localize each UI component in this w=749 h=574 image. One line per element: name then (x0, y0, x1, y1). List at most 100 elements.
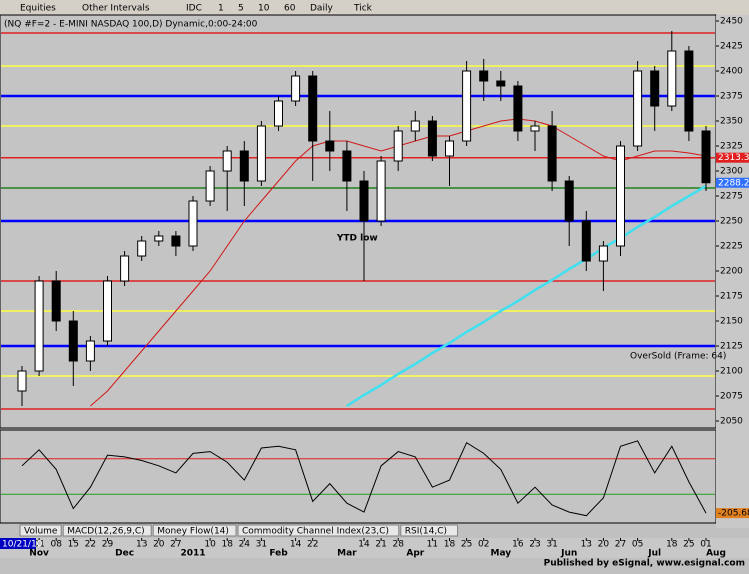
x-tick-label: 14 (290, 540, 302, 550)
x-tick-label: 08 (50, 540, 62, 550)
chart-title: (NQ #F=2 - E-MINI NASDAQ 100,D) Dynamic,… (4, 20, 258, 30)
x-tick-label: 01 (700, 540, 711, 550)
candle-body (325, 140, 335, 152)
y-tick-label: 2450 (720, 17, 743, 27)
toolbar-item[interactable]: 10 (258, 4, 270, 14)
candle-body (633, 70, 643, 147)
toolbar-item[interactable]: 1 (218, 4, 224, 14)
x-tick-label: 11 (427, 540, 438, 550)
y-tick-label: 2050 (720, 417, 743, 427)
candle-body (34, 280, 44, 372)
toolbar-item[interactable]: 5 (238, 4, 244, 14)
candle-body (667, 50, 677, 107)
osc-line (21, 440, 707, 517)
candle-body (342, 150, 352, 182)
x-tick-label: 22 (307, 540, 318, 550)
x-tick-label: 18 (444, 540, 456, 550)
candle-body (445, 140, 454, 157)
candle-body (51, 280, 61, 322)
candle-body (291, 75, 301, 102)
toolbar-item[interactable]: 60 (284, 4, 296, 14)
candle-body (103, 280, 112, 342)
overlay-line (346, 184, 707, 408)
month-label: Feb (269, 549, 288, 559)
tab[interactable] (152, 524, 237, 537)
candle-body (188, 200, 198, 247)
x-tick-label: 14 (358, 540, 370, 550)
y-tick-label: 2125 (720, 342, 743, 352)
y-tick-label: 2300 (720, 167, 743, 177)
candle-body (701, 130, 711, 184)
y-tick-label: 2400 (720, 67, 743, 77)
y-tick-label: 2375 (720, 92, 743, 102)
candle-body (17, 370, 27, 392)
toolbar (0, 0, 749, 15)
x-tick-label: 29 (102, 540, 114, 550)
footer: Published by eSignal, www.esignal.com (544, 559, 745, 569)
candle-body (393, 130, 403, 162)
toolbar-item[interactable]: Other Intervals (82, 4, 150, 14)
x-tick-label: 18 (666, 540, 678, 550)
tab-label[interactable]: Commodity Channel Index(23,C) (242, 527, 389, 537)
toolbar-item[interactable]: Daily (310, 4, 333, 14)
tab-label[interactable]: Volume (24, 527, 58, 537)
tab-label[interactable]: MACD(12,26,9,C) (67, 527, 145, 537)
x-tick-label: 23 (529, 540, 540, 550)
toolbar-item[interactable]: Tick (353, 4, 373, 14)
month-label: Dec (115, 549, 134, 559)
candle-body (308, 75, 318, 142)
candle-body (376, 160, 386, 222)
month-label: Jun (560, 549, 577, 559)
x-tick-label: 24 (239, 540, 251, 550)
y-tick-label: 2325 (720, 142, 743, 152)
tab-label[interactable]: Money Flow(14) (157, 527, 229, 537)
candle-body (274, 100, 283, 127)
y-tick-label: 2425 (720, 42, 743, 52)
osc-label-box (716, 508, 749, 519)
candle-body (222, 150, 232, 172)
candle-body (256, 125, 266, 182)
y-tick-label: 2150 (720, 317, 743, 327)
candle-body (68, 320, 78, 362)
candle-body (496, 80, 506, 87)
x-tick-label: 15 (68, 540, 79, 550)
y-tick-label: 2250 (720, 217, 743, 227)
candle-body (479, 70, 489, 82)
candle-body (530, 125, 540, 132)
y-tick-label: 2175 (720, 292, 743, 302)
candle-body (581, 220, 591, 262)
tab[interactable] (62, 524, 152, 537)
x-tick-label: 27 (615, 540, 626, 550)
candle-body (239, 150, 249, 182)
month-label: Aug (706, 549, 726, 559)
y-tick-label: 2225 (720, 242, 743, 252)
start-date: 10/21/10 (2, 540, 43, 550)
candle-body (85, 340, 95, 362)
tab[interactable] (237, 524, 400, 537)
candle-body (427, 120, 437, 157)
osc-panel (0, 429, 717, 524)
x-tick-label: 01 (33, 540, 44, 550)
price-label-box (716, 177, 749, 188)
toolbar-item[interactable]: Equities (20, 4, 56, 14)
x-tick-label: 02 (478, 540, 489, 550)
tab[interactable] (400, 524, 459, 537)
y-tick-label: 2075 (720, 392, 743, 402)
x-tick-label: 31 (546, 540, 557, 550)
tab[interactable] (19, 524, 62, 537)
tab-label[interactable]: RSI(14,C) (405, 527, 447, 537)
x-tick-label: 27 (170, 540, 181, 550)
month-label: Mar (337, 549, 357, 559)
price-axis (716, 15, 749, 528)
candle-body (410, 120, 420, 132)
price-label: 2313.30 (718, 153, 749, 163)
x-tick-label: 05 (632, 540, 643, 550)
y-tick-label: 2350 (720, 117, 743, 127)
candle-body (547, 125, 557, 182)
x-tick-label: 25 (461, 540, 472, 550)
y-tick-label: 2200 (720, 267, 743, 277)
candle-body (359, 180, 369, 222)
toolbar-item[interactable]: IDC (186, 4, 202, 14)
